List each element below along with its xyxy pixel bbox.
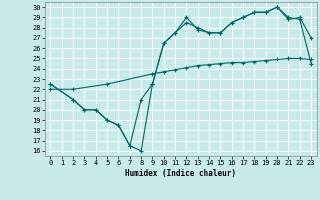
X-axis label: Humidex (Indice chaleur): Humidex (Indice chaleur) (125, 169, 236, 178)
